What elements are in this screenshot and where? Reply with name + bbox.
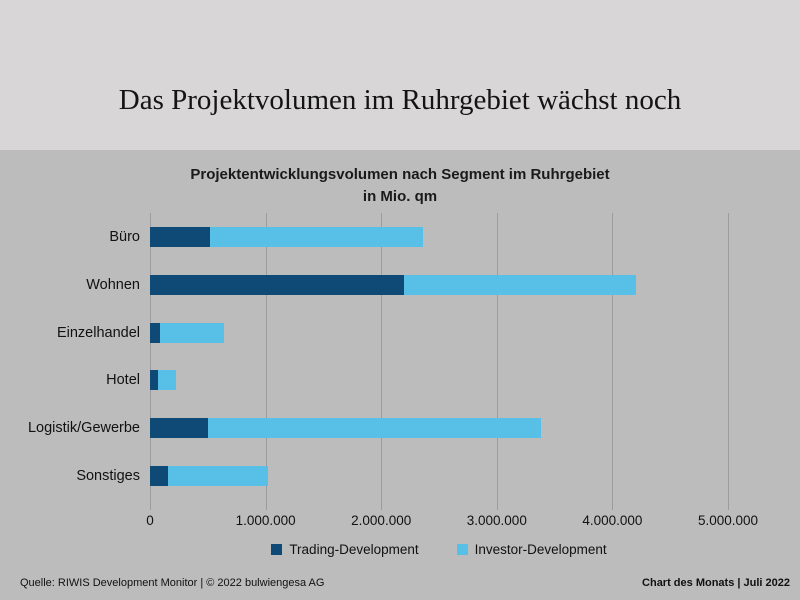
y-axis-label-b-ro: Büro bbox=[109, 228, 140, 245]
gridline-x-5 bbox=[728, 213, 729, 510]
y-axis-label-logistik-gewerbe: Logistik/Gewerbe bbox=[27, 420, 140, 437]
bar-segment-trading bbox=[150, 322, 161, 343]
bar-segment-trading bbox=[150, 274, 405, 295]
bar-segment-investor bbox=[210, 226, 423, 247]
bar-segment-trading bbox=[150, 370, 158, 391]
x-axis-tick-label: 1.000.000 bbox=[235, 513, 296, 528]
y-axis-label-hotel: Hotel bbox=[106, 372, 140, 389]
y-axis-label-wohnen: Wohnen bbox=[86, 276, 140, 293]
gridline-x-1 bbox=[265, 213, 267, 510]
gridline-x-2 bbox=[381, 213, 383, 510]
page-title: Das Projektvolumen im Ruhrgebiet wächst … bbox=[118, 84, 682, 116]
gridline-x-3 bbox=[496, 213, 498, 510]
x-axis-tick-label: 0 bbox=[146, 513, 154, 528]
y-axis-label-sonstiges: Sonstiges bbox=[76, 468, 140, 485]
x-axis-tick-label: 3.000.000 bbox=[466, 513, 527, 528]
header-band: Das Projektvolumen im Ruhrgebiet wächst … bbox=[0, 0, 800, 150]
bar-segment-trading bbox=[150, 466, 169, 487]
source-note: Quelle: RIWIS Development Monitor | © 20… bbox=[20, 577, 325, 589]
investor-development-swatch bbox=[456, 544, 468, 555]
legend-label-trading: Trading-Development bbox=[289, 542, 419, 557]
x-axis-tick-label: 5.000.000 bbox=[697, 513, 759, 528]
bar-segment-investor bbox=[157, 370, 176, 391]
x-axis-tick-label: 4.000.000 bbox=[582, 513, 643, 528]
legend-label-investor: Investor-Development bbox=[474, 542, 607, 557]
x-axis-tick-label: 2.000.000 bbox=[351, 513, 412, 528]
chart-legend: Trading-Development Investor-Development bbox=[150, 542, 728, 557]
bar-segment-investor bbox=[160, 322, 224, 343]
bar-segment-trading bbox=[150, 418, 208, 439]
gridline-x-4 bbox=[612, 213, 614, 510]
bar-segment-investor bbox=[168, 466, 268, 487]
trading-development-swatch bbox=[271, 544, 283, 555]
y-axis-label-einzelhandel: Einzelhandel bbox=[56, 324, 140, 341]
chart-title-line2: in Mio. qm bbox=[362, 188, 438, 205]
bar-segment-investor bbox=[404, 274, 636, 295]
edition-note: Chart des Monats | Juli 2022 bbox=[642, 577, 790, 589]
chart-title-line1: Projektentwicklungsvolumen nach Segment … bbox=[190, 166, 610, 183]
legend-item-trading: Trading-Development bbox=[271, 542, 419, 557]
chart-title: Projektentwicklungsvolumen nach Segment … bbox=[0, 164, 800, 208]
bar-segment-trading bbox=[150, 226, 211, 247]
legend-item-investor: Investor-Development bbox=[456, 542, 607, 557]
gridline-x-0 bbox=[150, 213, 151, 510]
bar-segment-investor bbox=[207, 418, 541, 439]
